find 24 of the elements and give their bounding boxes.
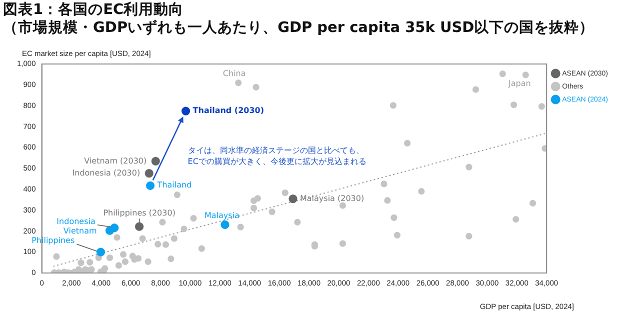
annotation: Malaysia (2030)	[300, 194, 364, 203]
point	[181, 106, 190, 116]
annotation: Vietnam	[63, 226, 97, 236]
point	[135, 222, 144, 231]
point	[151, 156, 160, 166]
annotation: タイは、同水準の経済ステージの国と比べても、 ECでの購買が大きく、今後更に拡大が見込まれる	[188, 146, 366, 166]
annotation: Malaysia	[204, 210, 240, 220]
point	[288, 194, 298, 204]
point	[220, 220, 230, 230]
annotation: Philippines (2030)	[103, 208, 176, 218]
chart-subtitle: （市場規模・GDPいずれも一人あたり、GDP per capita 35k USD以下の国を抜粋）	[3, 20, 594, 36]
chart-title: 図表1：各国のEC利用動向	[3, 2, 184, 18]
annotation: Vietnam (2030)	[84, 156, 147, 166]
point	[105, 226, 114, 235]
annotation: Japan	[508, 78, 531, 88]
annotation: Indonesia (2030)	[72, 168, 140, 178]
annotation: China	[222, 68, 246, 78]
annotation: Philippines	[32, 236, 75, 246]
point	[144, 169, 154, 178]
annotation: Indonesia	[56, 216, 96, 226]
point	[146, 181, 155, 190]
annotation: Thailand (2030)	[192, 106, 264, 116]
annotation: Thailand	[156, 180, 192, 190]
point	[96, 248, 106, 256]
